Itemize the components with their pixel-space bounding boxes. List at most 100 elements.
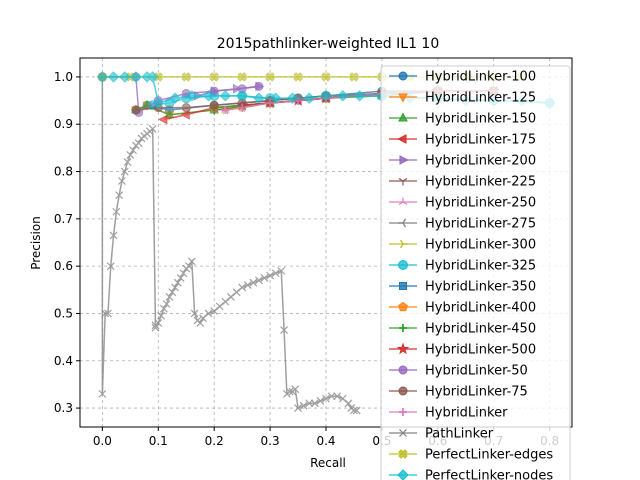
data-point (96, 71, 109, 83)
legend-label: PathLinker (425, 427, 494, 442)
data-point (210, 307, 219, 316)
legend-swatch-marker (399, 239, 408, 249)
series-pathlinker (98, 72, 361, 415)
data-point (129, 146, 138, 155)
legend-swatch-marker (397, 134, 407, 144)
data-point (101, 309, 110, 318)
data-point (337, 90, 349, 102)
data-point (322, 394, 330, 403)
data-point (109, 231, 118, 240)
legend-swatch-marker (398, 260, 408, 270)
legend-label: HybridLinker-500 (425, 343, 536, 358)
data-point (107, 71, 120, 83)
legend-swatch-marker (398, 218, 407, 228)
legend-item-pathlinker: PathLinker (389, 427, 494, 442)
legend-item-hybridlinker-325: HybridLinker-325 (389, 259, 536, 274)
legend-item-hybridlinker-100: HybridLinker-100 (389, 70, 536, 85)
data-point (209, 72, 219, 82)
data-point (285, 387, 294, 396)
x-tick-label: 0.1 (149, 434, 168, 448)
legend-label: HybridLinker-125 (425, 91, 536, 106)
data-point (266, 271, 275, 280)
legend-label: HybridLinker-350 (425, 280, 536, 295)
data-point (320, 90, 332, 102)
data-point (305, 399, 314, 408)
legend-swatch-marker (398, 386, 408, 396)
data-point (119, 71, 131, 83)
legend-swatch-marker (399, 324, 407, 332)
data-point (134, 139, 143, 148)
data-point (131, 105, 141, 115)
data-point (112, 207, 121, 216)
legend-label: HybridLinker-300 (425, 238, 536, 253)
data-point (249, 278, 258, 287)
legend-swatch-marker (399, 155, 409, 165)
legend-box (380, 65, 571, 480)
legend-label: HybridLinker-225 (425, 175, 536, 190)
data-point (232, 288, 241, 297)
data-point (162, 300, 171, 308)
legend-item-hybridlinker-250: HybridLinker-250 (389, 196, 536, 211)
legend-item-hybridlinker-225: HybridLinker-225 (389, 175, 536, 190)
data-point (333, 392, 342, 401)
legend-item-hybridlinker-175: HybridLinker-175 (389, 133, 536, 148)
data-point (237, 72, 247, 82)
legend-swatch-marker (398, 112, 408, 122)
legend-item-perfectlinker-edges: PerfectLinker-edges (389, 448, 553, 463)
chart-title: 2015pathlinker-weighted IL1 10 (217, 36, 440, 52)
legend-label: PerfectLinker-edges (425, 448, 553, 463)
data-point (130, 71, 142, 83)
legend-label: HybridLinker-275 (425, 217, 536, 232)
x-tick-label: 0.2 (205, 434, 224, 448)
legend-label: HybridLinker-100 (425, 70, 536, 85)
data-point (338, 394, 347, 403)
data-point (148, 125, 157, 133)
legend-item-hybridlinker-350: HybridLinker-350 (389, 280, 536, 295)
legend: HybridLinker-100 HybridLinker-125 HybridLi… (380, 65, 571, 480)
legend-swatch-marker (398, 449, 408, 459)
data-point (123, 158, 132, 167)
data-point (181, 72, 191, 82)
legend-label: PerfectLinker-nodes (425, 469, 553, 480)
data-point (186, 90, 198, 102)
data-point (243, 281, 252, 290)
legend-swatch-marker (399, 408, 407, 416)
data-point (180, 109, 190, 120)
data-point (310, 399, 319, 408)
data-point (98, 389, 107, 398)
data-point (187, 257, 196, 266)
legend-item-hybridlinker-75: HybridLinker-75 (389, 385, 528, 400)
x-tick-label: 0.3 (261, 434, 280, 448)
legend-label: HybridLinker-150 (425, 112, 536, 127)
y-tick-label: 0.7 (54, 212, 73, 226)
data-point (238, 283, 247, 292)
data-point (171, 283, 179, 292)
data-point (344, 399, 353, 408)
data-point (352, 406, 361, 415)
data-point (106, 262, 115, 271)
data-point (152, 97, 164, 109)
data-point (327, 392, 336, 401)
legend-item-hybridlinker-450: HybridLinker-450 (389, 322, 536, 337)
data-point (165, 292, 174, 301)
legend-item-hybridlinker-125: HybridLinker-125 (389, 91, 536, 106)
data-point (271, 269, 280, 278)
data-point (266, 98, 275, 107)
legend-swatch-marker (398, 177, 408, 186)
y-tick-label: 0.3 (54, 401, 73, 415)
x-axis-label: Recall (310, 456, 346, 470)
legend-item-hybridlinker-500: HybridLinker-500 (389, 342, 536, 358)
data-point (157, 311, 165, 320)
y-tick-label: 1.0 (54, 70, 73, 84)
data-point (294, 404, 302, 413)
x-tick-label: 0.4 (316, 434, 335, 448)
legend-item-hybridlinker-50: HybridLinker-50 (389, 364, 528, 379)
legend-item-hybridlinker-300: HybridLinker-300 (389, 238, 536, 253)
data-point (254, 276, 263, 285)
legend-item-hybridlinker: HybridLinker (389, 406, 508, 421)
data-point (253, 92, 265, 104)
legend-label: HybridLinker (425, 406, 508, 421)
data-point (221, 106, 230, 115)
legend-label: HybridLinker-50 (425, 364, 528, 379)
